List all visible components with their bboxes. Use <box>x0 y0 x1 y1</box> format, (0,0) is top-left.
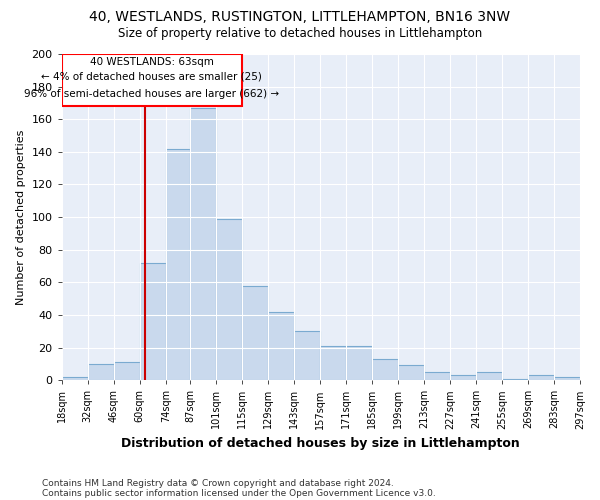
Y-axis label: Number of detached properties: Number of detached properties <box>16 130 26 305</box>
Bar <box>62 377 88 380</box>
Bar <box>62 54 242 106</box>
Bar <box>450 375 476 380</box>
X-axis label: Distribution of detached houses by size in Littlehampton: Distribution of detached houses by size … <box>121 437 520 450</box>
Text: Contains public sector information licensed under the Open Government Licence v3: Contains public sector information licen… <box>42 488 436 498</box>
Bar <box>114 362 140 380</box>
Text: ← 4% of detached houses are smaller (25): ← 4% of detached houses are smaller (25) <box>41 72 262 82</box>
Bar <box>88 364 114 380</box>
Bar <box>372 359 398 380</box>
Text: 40 WESTLANDS: 63sqm: 40 WESTLANDS: 63sqm <box>90 58 214 68</box>
Bar <box>216 218 242 380</box>
Bar <box>502 378 528 380</box>
Text: 40, WESTLANDS, RUSTINGTON, LITTLEHAMPTON, BN16 3NW: 40, WESTLANDS, RUSTINGTON, LITTLEHAMPTON… <box>89 10 511 24</box>
Bar <box>242 286 268 380</box>
Bar <box>554 377 580 380</box>
Bar <box>140 262 166 380</box>
Bar <box>268 312 294 380</box>
Bar <box>320 346 346 380</box>
Bar <box>424 372 450 380</box>
Bar <box>528 375 554 380</box>
Bar <box>398 366 424 380</box>
Bar <box>346 346 372 380</box>
Bar <box>294 331 320 380</box>
Text: Size of property relative to detached houses in Littlehampton: Size of property relative to detached ho… <box>118 28 482 40</box>
Bar <box>190 108 216 380</box>
Bar <box>166 148 190 380</box>
Text: Contains HM Land Registry data © Crown copyright and database right 2024.: Contains HM Land Registry data © Crown c… <box>42 478 394 488</box>
Bar <box>476 372 502 380</box>
Text: 96% of semi-detached houses are larger (662) →: 96% of semi-detached houses are larger (… <box>24 89 280 99</box>
